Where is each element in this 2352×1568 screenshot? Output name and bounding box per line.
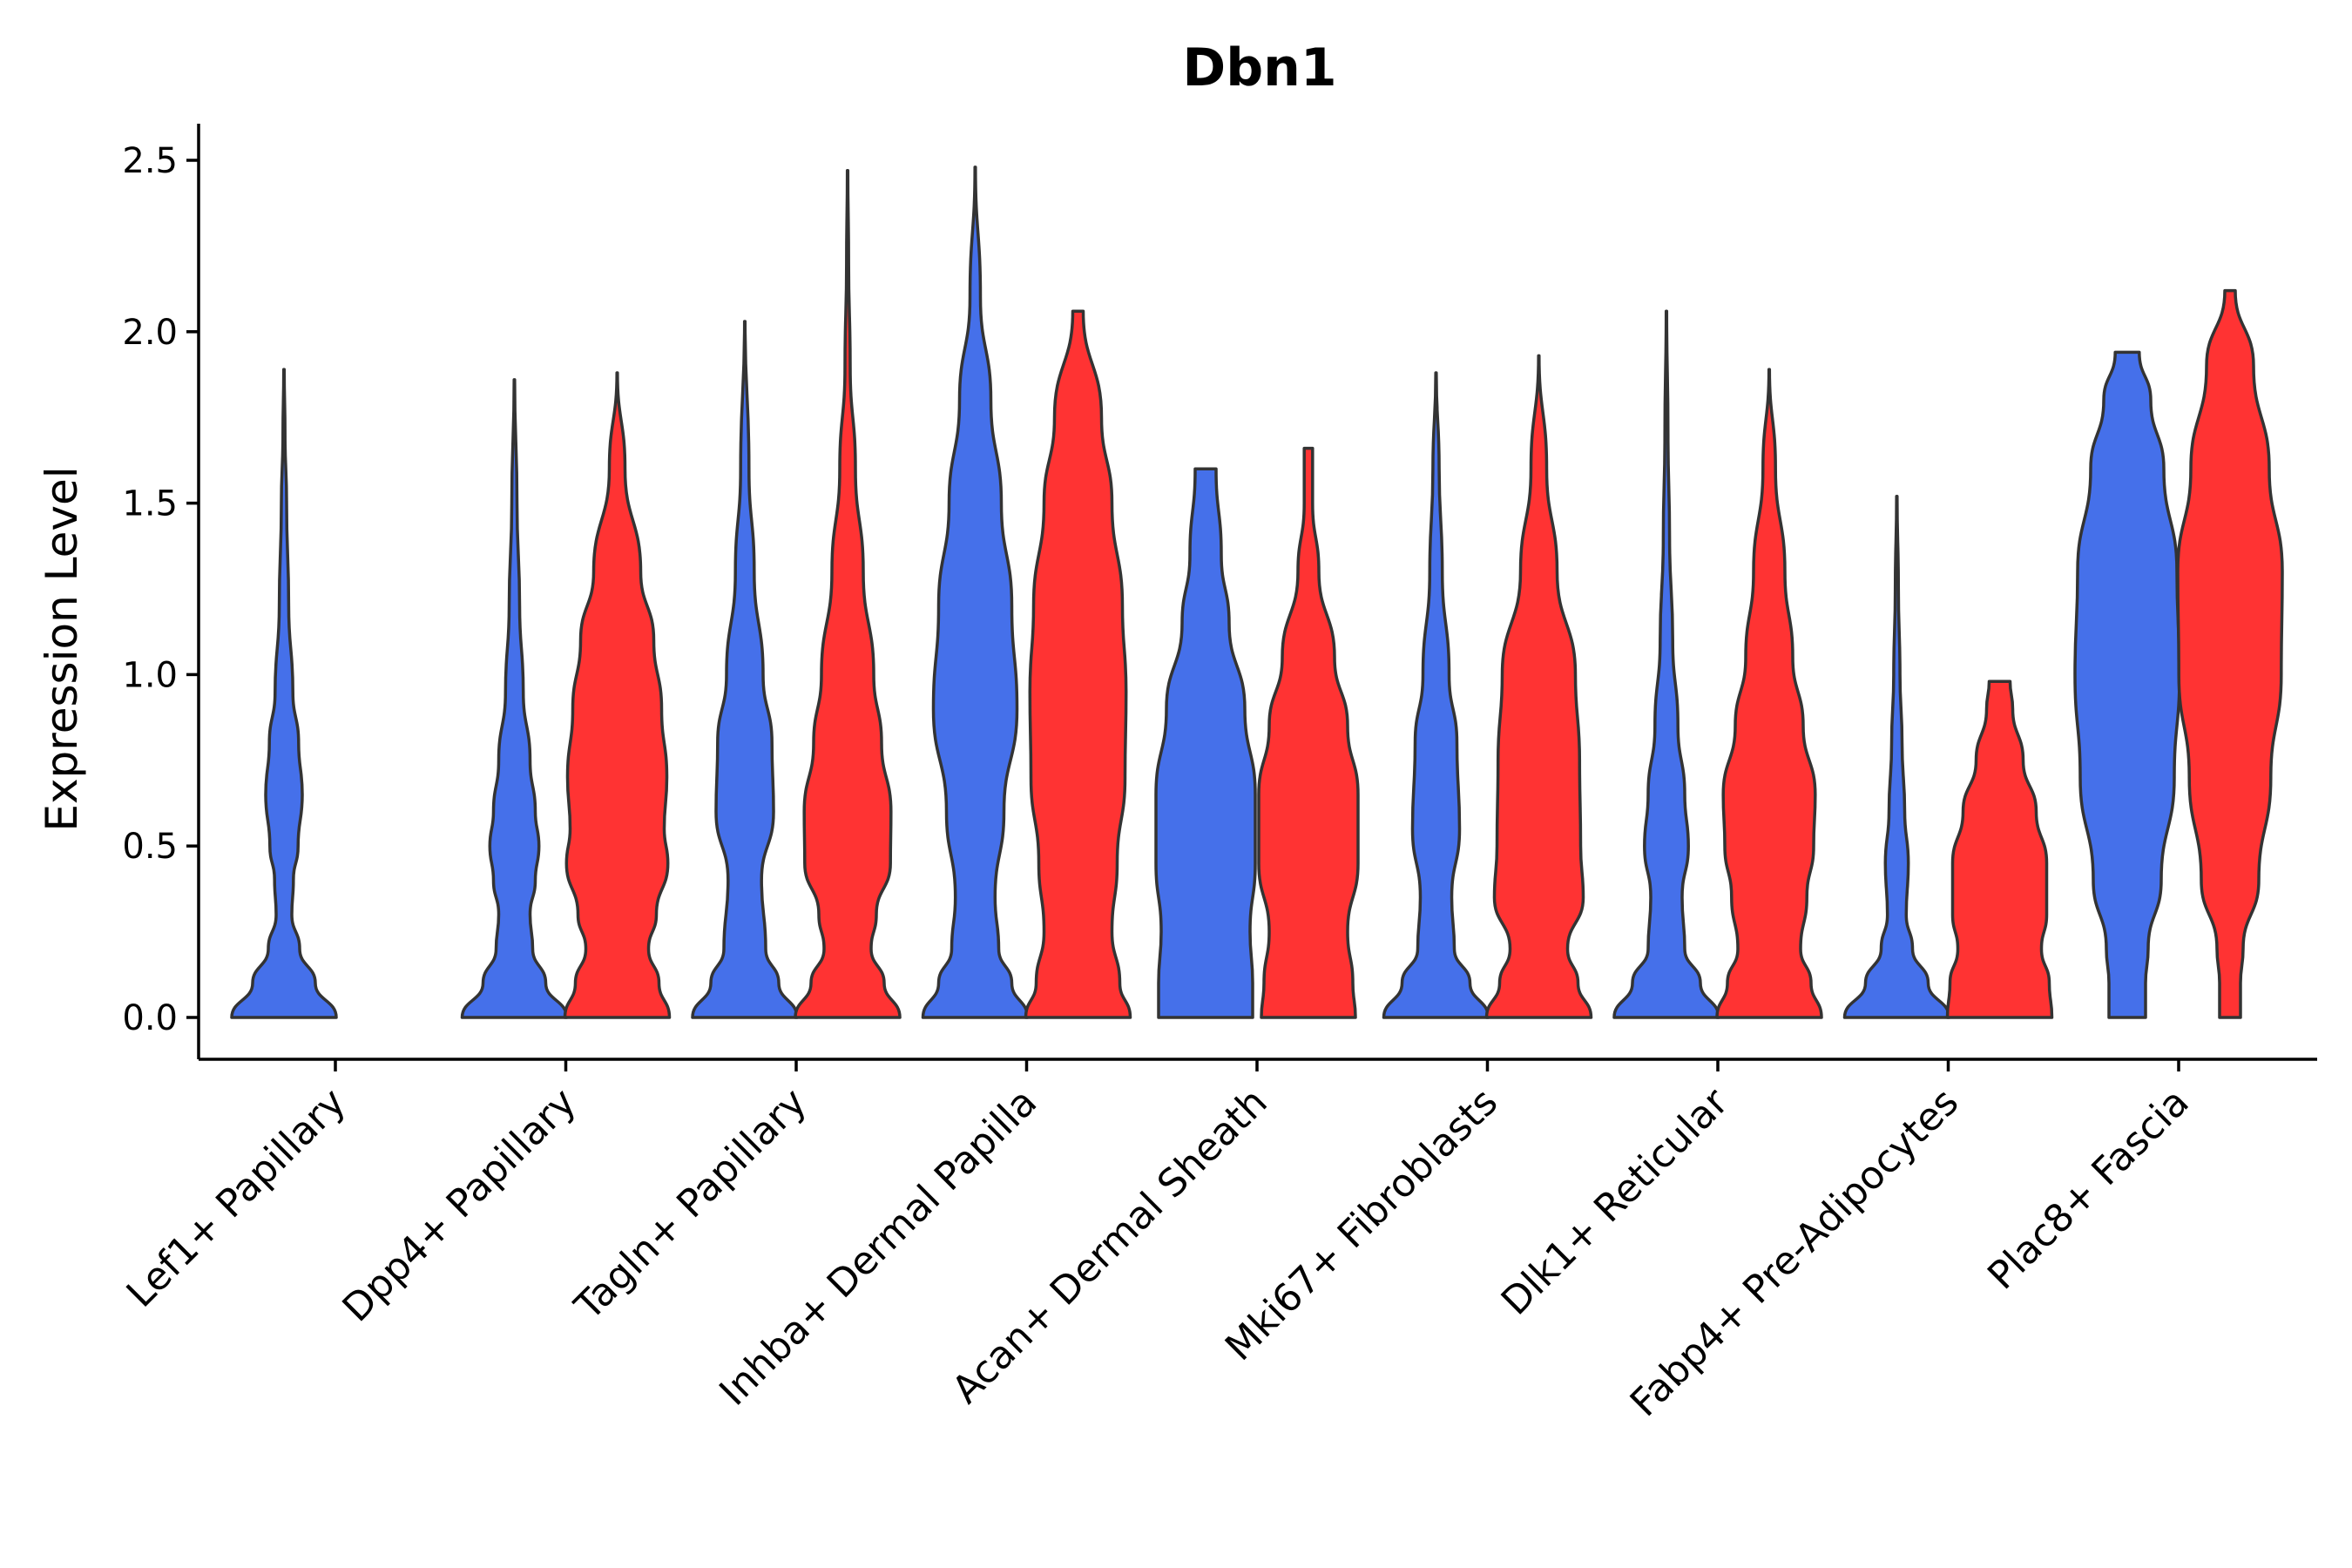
violin-plac8-fascia-condition_b [2176, 288, 2284, 1019]
y-tick-label: 1.5 [122, 484, 178, 524]
violin-inhba-dermal-papilla-condition_a [921, 166, 1030, 1019]
violin-tagln-papillary-condition_b [794, 169, 902, 1019]
y-tick-label: 0.0 [122, 998, 178, 1038]
violin-fabp4-pre-adipocytes-condition_b [1945, 679, 2054, 1019]
x-category-label: Plac8+ Fascia [1979, 1080, 2198, 1299]
y-tick-label: 1.0 [122, 655, 178, 695]
violin-acan-dermal-sheath-condition_a [1154, 467, 1257, 1019]
violin-acan-dermal-sheath-condition_b [1257, 446, 1360, 1019]
violin-fabp4-pre-adipocytes-condition_a [1842, 494, 1951, 1019]
y-tick-label: 2.0 [122, 313, 178, 353]
violins-group [230, 166, 2284, 1019]
violin-dlk1-reticular-condition_a [1612, 309, 1720, 1019]
y-tick-label: 2.5 [122, 141, 178, 181]
violin-dpp4-papillary-condition_b [563, 371, 672, 1019]
x-category-label: Tagln+ Papillary [566, 1080, 815, 1329]
violin-mki67-fibroblasts-condition_a [1382, 371, 1490, 1019]
violin-plac8-fascia-condition_a [2073, 350, 2181, 1019]
x-category-label: Dlk1+ Reticular [1493, 1079, 1738, 1324]
violin-dlk1-reticular-condition_b [1715, 368, 1823, 1019]
x-category-label: Dpp4+ Papillary [335, 1080, 585, 1331]
violin-inhba-dermal-papilla-condition_b [1024, 309, 1132, 1019]
violin-lef1-papillary-condition_a [230, 368, 338, 1019]
violin-tagln-papillary-condition_a [691, 320, 799, 1019]
violin-mki67-fibroblasts-condition_b [1484, 354, 1593, 1019]
x-category-label: Lef1+ Papillary [118, 1080, 355, 1316]
y-axis-label: Expression Level [37, 466, 87, 831]
chart-title: Dbn1 [1182, 37, 1336, 98]
violin-dpp4-papillary-condition_a [460, 378, 569, 1019]
y-tick-label: 0.5 [122, 827, 178, 867]
